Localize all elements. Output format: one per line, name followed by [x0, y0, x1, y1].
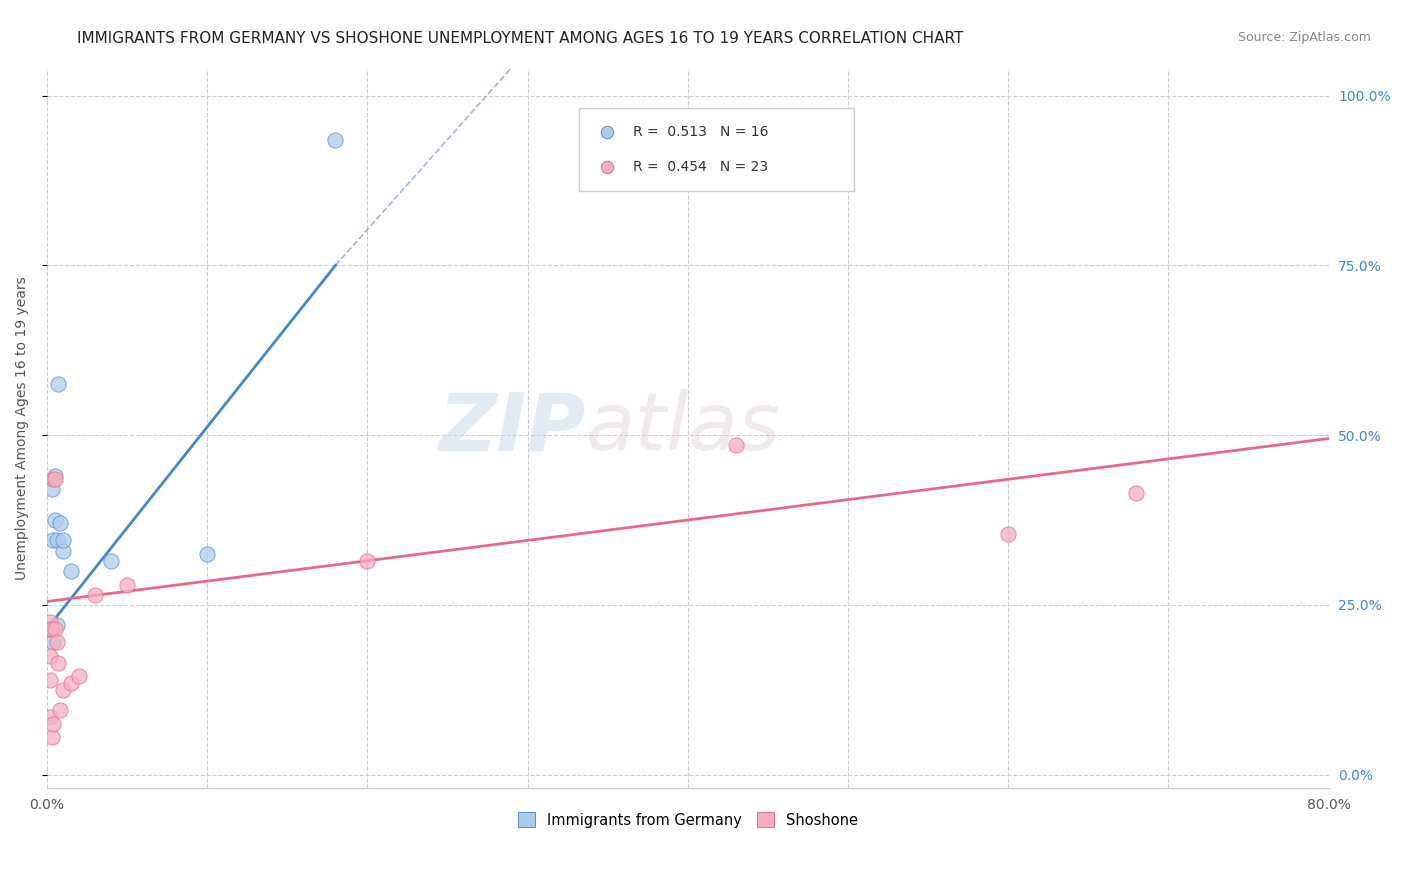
Text: R =  0.513   N = 16: R = 0.513 N = 16 [633, 125, 768, 139]
Point [100, 554, 122, 568]
Point [724, 438, 747, 452]
Point [42, 533, 65, 548]
Point [60, 676, 83, 690]
Point [42, 716, 65, 731]
Point [52, 682, 75, 697]
Point [44, 472, 66, 486]
Point [1125, 486, 1147, 500]
Text: R =  0.454   N = 23: R = 0.454 N = 23 [633, 160, 768, 174]
Point [39, 710, 62, 724]
Point [39, 622, 62, 636]
Text: atlas: atlas [585, 389, 780, 467]
Point [52, 533, 75, 548]
Point [46, 656, 69, 670]
Point [42, 635, 65, 649]
Point [44, 622, 66, 636]
FancyBboxPatch shape [579, 108, 855, 191]
Point [735, 182, 758, 196]
Point [39, 615, 62, 629]
Point [325, 133, 347, 147]
Point [195, 547, 218, 561]
Point [42, 472, 65, 486]
Point [44, 513, 66, 527]
Point [45, 533, 67, 548]
Text: Source: ZipAtlas.com: Source: ZipAtlas.com [1237, 31, 1371, 45]
Point [41, 483, 63, 497]
Point [45, 618, 67, 632]
Point [39, 648, 62, 663]
Point [60, 564, 83, 578]
Point [41, 622, 63, 636]
Text: IMMIGRANTS FROM GERMANY VS SHOSHONE UNEMPLOYMENT AMONG AGES 16 TO 19 YEARS CORRE: IMMIGRANTS FROM GERMANY VS SHOSHONE UNEM… [77, 31, 963, 46]
Point [84, 588, 107, 602]
Text: ZIP: ZIP [437, 389, 585, 467]
Point [46, 377, 69, 392]
Point [41, 731, 63, 745]
Y-axis label: Unemployment Among Ages 16 to 19 years: Unemployment Among Ages 16 to 19 years [15, 277, 30, 580]
Point [735, 148, 758, 162]
Point [45, 635, 67, 649]
Point [49, 703, 72, 717]
Point [39, 673, 62, 687]
Point [356, 554, 378, 568]
Point [67, 669, 90, 683]
Point [38, 622, 60, 636]
Point [44, 468, 66, 483]
Point [49, 516, 72, 531]
Point [115, 577, 138, 591]
Legend: Immigrants from Germany, Shoshone: Immigrants from Germany, Shoshone [510, 805, 865, 835]
Point [52, 543, 75, 558]
Point [997, 526, 1019, 541]
